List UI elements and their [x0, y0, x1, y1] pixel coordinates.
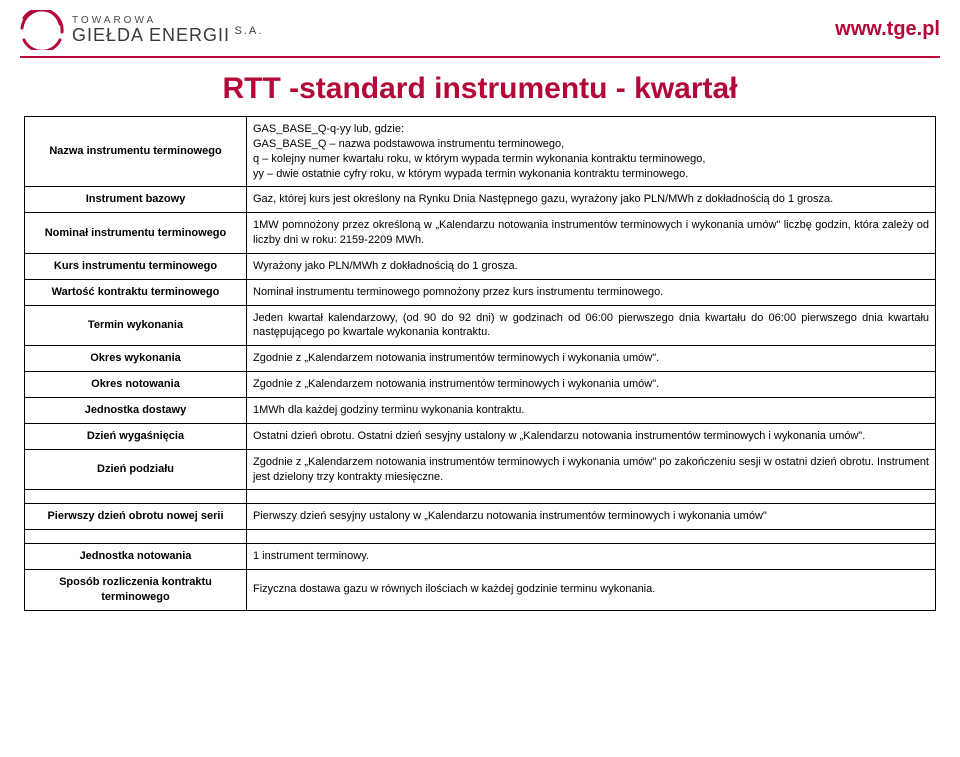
logo-icon [20, 10, 64, 50]
table-row: Dzień podziałuZgodnie z „Kalendarzem not… [25, 449, 936, 490]
row-value: 1MWh dla każdej godziny terminu wykonani… [247, 397, 936, 423]
row-label: Okres notowania [25, 372, 247, 398]
table-row: Jednostka dostawy1MWh dla każdej godziny… [25, 397, 936, 423]
table-row: Okres notowaniaZgodnie z „Kalendarzem no… [25, 372, 936, 398]
row-value: Fizyczna dostawa gazu w równych ilościac… [247, 570, 936, 611]
row-value: Zgodnie z „Kalendarzem notowania instrum… [247, 372, 936, 398]
row-value: Wyrażony jako PLN/MWh z dokładnością do … [247, 253, 936, 279]
row-label: Jednostka dostawy [25, 397, 247, 423]
logo: TOWAROWA GIEŁDA ENERGII S.A. [20, 10, 263, 50]
spacer-cell [25, 490, 247, 504]
row-label: Wartość kontraktu terminowego [25, 279, 247, 305]
table-row: Pierwszy dzień obrotu nowej seriiPierwsz… [25, 504, 936, 530]
logo-suffix: S.A. [235, 25, 264, 37]
table-row: Nominał instrumentu terminowego1MW pomno… [25, 213, 936, 254]
row-label: Nazwa instrumentu terminowego [25, 117, 247, 187]
row-label: Nominał instrumentu terminowego [25, 213, 247, 254]
table-row: Kurs instrumentu terminowegoWyrażony jak… [25, 253, 936, 279]
row-value: GAS_BASE_Q-q-yy lub, gdzie:GAS_BASE_Q – … [247, 117, 936, 187]
row-label: Pierwszy dzień obrotu nowej serii [25, 504, 247, 530]
row-value: Ostatni dzień obrotu. Ostatni dzień sesy… [247, 423, 936, 449]
page-title: RTT -standard instrumentu - kwartał [0, 58, 960, 116]
row-label: Dzień wygaśnięcia [25, 423, 247, 449]
logo-line2: GIEŁDA ENERGII [72, 25, 230, 45]
row-value: Zgodnie z „Kalendarzem notowania instrum… [247, 346, 936, 372]
spacer-cell [247, 490, 936, 504]
row-label: Dzień podziału [25, 449, 247, 490]
site-url: www.tge.pl [835, 10, 940, 41]
row-label: Instrument bazowy [25, 187, 247, 213]
table-spacer-row [25, 530, 936, 544]
spacer-cell [25, 530, 247, 544]
table-row: Okres wykonaniaZgodnie z „Kalendarzem no… [25, 346, 936, 372]
row-value: 1MW pomnożony przez określoną w „Kalenda… [247, 213, 936, 254]
table-row: Jednostka notowania1 instrument terminow… [25, 544, 936, 570]
row-label: Sposób rozliczenia kontraktu terminowego [25, 570, 247, 611]
table-row: Instrument bazowyGaz, której kurs jest o… [25, 187, 936, 213]
spacer-cell [247, 530, 936, 544]
page-header: TOWAROWA GIEŁDA ENERGII S.A. www.tge.pl [0, 0, 960, 50]
row-label: Jednostka notowania [25, 544, 247, 570]
row-label: Okres wykonania [25, 346, 247, 372]
row-value: Pierwszy dzień sesyjny ustalony w „Kalen… [247, 504, 936, 530]
row-value: 1 instrument terminowy. [247, 544, 936, 570]
spec-table: Nazwa instrumentu terminowegoGAS_BASE_Q-… [24, 116, 936, 611]
row-value: Jeden kwartał kalendarzowy, (od 90 do 92… [247, 305, 936, 346]
table-row: Sposób rozliczenia kontraktu terminowego… [25, 570, 936, 611]
row-label: Termin wykonania [25, 305, 247, 346]
table-spacer-row [25, 490, 936, 504]
row-label: Kurs instrumentu terminowego [25, 253, 247, 279]
logo-text: TOWAROWA GIEŁDA ENERGII S.A. [72, 16, 263, 45]
row-value: Gaz, której kurs jest określony na Rynku… [247, 187, 936, 213]
table-row: Wartość kontraktu terminowegoNominał ins… [25, 279, 936, 305]
row-value: Nominał instrumentu terminowego pomnożon… [247, 279, 936, 305]
table-row: Dzień wygaśnięciaOstatni dzień obrotu. O… [25, 423, 936, 449]
row-value: Zgodnie z „Kalendarzem notowania instrum… [247, 449, 936, 490]
table-row: Nazwa instrumentu terminowegoGAS_BASE_Q-… [25, 117, 936, 187]
table-row: Termin wykonaniaJeden kwartał kalendarzo… [25, 305, 936, 346]
